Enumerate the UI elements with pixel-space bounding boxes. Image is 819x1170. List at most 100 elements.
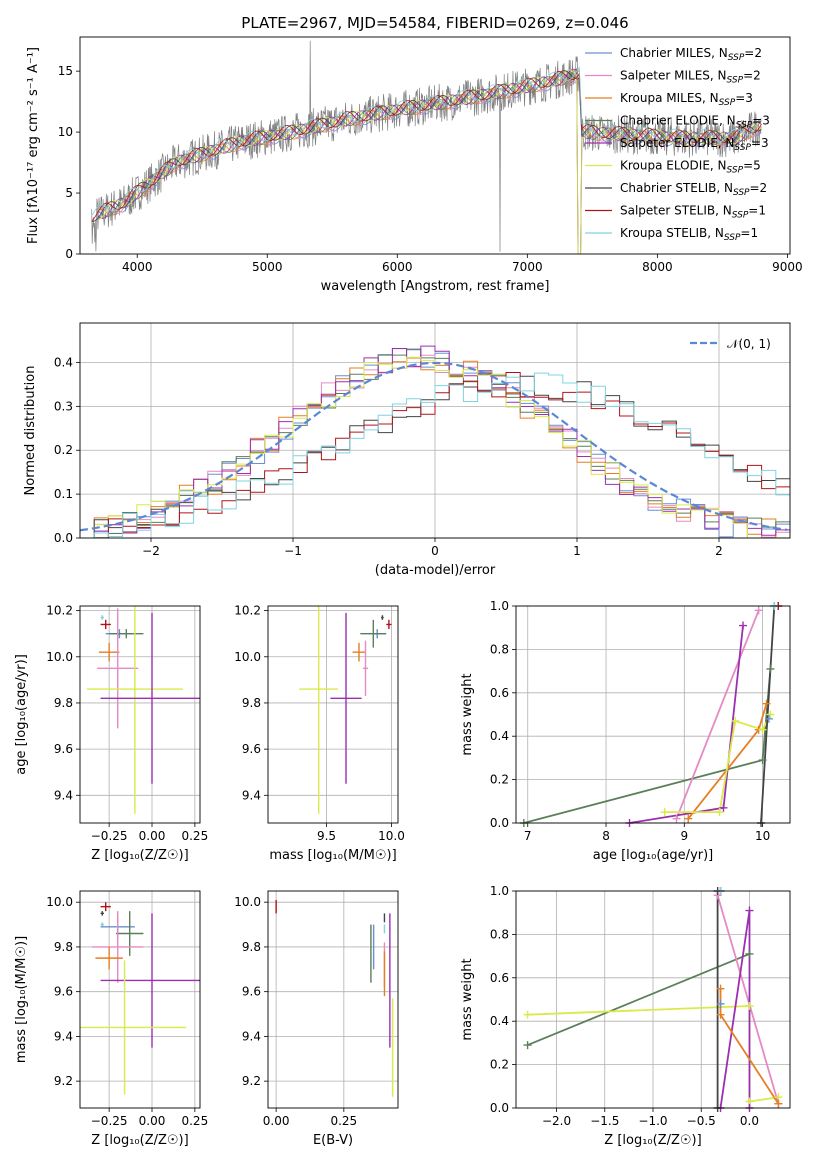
- kroupa_elodie-weight-marker: [745, 1002, 754, 1011]
- normal-curve: [80, 361, 788, 532]
- age_vs_Z-ytick-label: 10.0: [46, 650, 73, 664]
- residuals-xtick-label: −2: [142, 544, 160, 558]
- massweight_vs_age-plot: [523, 606, 776, 823]
- massweight_vs_Z-ytick-label: 0.8: [490, 927, 509, 941]
- salpeter_miles-legend-label: Salpeter MILES, NSSP=2: [620, 69, 761, 86]
- kroupa_elodie-weight-marker: [766, 710, 775, 719]
- mass_vs_Z-xtick-label: 0.00: [139, 1114, 166, 1128]
- mass_vs_ebv-xtick-label: 0.25: [330, 1114, 357, 1128]
- residuals-ytick-label: 0.3: [54, 399, 73, 413]
- spectrum-legend: Chabrier MILES, NSSP=2 Salpeter MILES, NS…: [585, 46, 770, 243]
- massweight_vs_age-ytick-label: 0.8: [490, 642, 509, 656]
- axes-frame: [79, 322, 791, 539]
- massweight_vs_Z-xtick-label: 0.0: [740, 1114, 759, 1128]
- chabrier_elodie-legend-label: Chabrier ELODIE, NSSP=3: [620, 114, 770, 131]
- kroupa_stelib-model-line: [91, 66, 762, 217]
- spectrum-xtick-label: 9000: [772, 260, 803, 274]
- age_vs_mass-ytick-label: 9.8: [242, 696, 261, 710]
- massweight_vs_age-ytick-label: 0.2: [490, 773, 509, 787]
- residuals-ytick-label: 0.2: [54, 443, 73, 457]
- residuals-ytick-label: 0.0: [54, 531, 73, 545]
- salpeter_miles-weight-marker: [672, 814, 681, 823]
- axes-frame: [79, 36, 791, 255]
- kroupa_elodie-legend-label: Kroupa ELODIE, NSSP=5: [620, 159, 761, 176]
- mass_vs_ebv-axes: 0.00 0.25 9.2 9.4 9.6 9.8 10.0 E(B-V): [234, 890, 399, 1148]
- age_vs_mass-axes: 9.5 10.0 9.4 9.6 9.8 10.0 10.2 mass [log₁₀(M/M☉…: [234, 604, 405, 863]
- massweight_vs_Z-xlabel: Z [log₁₀(Z/Z☉)]: [604, 1133, 701, 1148]
- salpeter_elodie-residual-hist: [80, 345, 790, 538]
- massweight_vs_age-xtick-label: 8: [602, 829, 610, 843]
- chabrier_elodie-weight-marker: [766, 664, 775, 673]
- massweight_vs_Z-ytick-label: 0.6: [490, 971, 509, 985]
- mass_vs_Z-xlabel: Z [log₁₀(Z/Z☉)]: [91, 1133, 188, 1148]
- kroupa_elodie-weight-marker: [758, 725, 767, 734]
- kroupa_elodie-weight-marker: [715, 808, 724, 817]
- massweight_vs_age-ytick-label: 0.4: [490, 729, 509, 743]
- massweight_vs_age-axes: 7 8 9 10 0.0 0.2 0.4 0.6 0.8 1.0 age [log₁₀(age/yr…: [460, 599, 791, 863]
- salpeter_elodie-weight-marker: [739, 621, 748, 630]
- spectrum-xtick-label: 6000: [382, 260, 413, 274]
- massweight_vs_age-xtick-label: 9: [680, 829, 688, 843]
- age_vs_Z-ytick-label: 10.2: [46, 604, 73, 618]
- chabrier_elodie-weight-line: [523, 668, 772, 823]
- residuals-plot: [80, 345, 790, 538]
- axes-frame: [515, 890, 791, 1109]
- residuals-xtick-label: 1: [573, 544, 581, 558]
- massweight_vs_Z-axes: −2.0 −1.5 −1.0 −0.5 0.0 0.0 0.2 0.4 0.6 0.8 1.0 Z […: [460, 884, 791, 1148]
- massweight_vs_Z-ylabel: mass weight: [460, 958, 475, 1040]
- kroupa_stelib-legend-label: Kroupa STELIB, NSSP=1: [620, 226, 758, 243]
- kroupa_elodie-weight-marker: [731, 717, 740, 726]
- chabrier_miles-weight-marker: [716, 999, 725, 1008]
- age_vs_Z-ytick-label: 9.8: [54, 696, 73, 710]
- mass_vs_ebv-xlabel: E(B-V): [313, 1133, 353, 1148]
- mass_vs_ebv-ytick-label: 9.8: [242, 940, 261, 954]
- chabrier_miles-legend-label: Chabrier MILES, NSSP=2: [620, 46, 762, 63]
- mass_vs_ebv-ytick-label: 9.6: [242, 985, 261, 999]
- age_vs_Z-ytick-label: 9.4: [54, 788, 73, 802]
- residuals-xlabel: (data-model)/error: [375, 563, 496, 578]
- age_vs_Z-xlabel: Z [log₁₀(Z/Z☉)]: [91, 848, 188, 863]
- kroupa_miles-weight-marker: [684, 814, 693, 823]
- age_vs_mass-plot: [299, 606, 392, 814]
- kroupa_miles-weight-marker: [716, 984, 725, 993]
- massweight_vs_age-xtick-label: 7: [524, 829, 532, 843]
- figure-title: PLATE=2967, MJD=54584, FIBERID=0269, z=0…: [241, 14, 628, 32]
- residuals-ytick-label: 0.1: [54, 487, 73, 501]
- kroupa_miles-weight-marker: [716, 1010, 725, 1019]
- mass_vs_Z-ytick-label: 9.4: [54, 1029, 73, 1043]
- residuals-xtick-label: 0: [431, 544, 439, 558]
- normal-legend-label: 𝒩(0, 1): [727, 337, 771, 351]
- age_vs_Z-ylabel: age [log₁₀(age/yr)]: [14, 654, 29, 775]
- age_vs_mass-ytick-label: 9.4: [242, 788, 261, 802]
- age_vs_Z-xtick-label: 0.25: [181, 829, 208, 843]
- salpeter_elodie-weight-line: [719, 910, 751, 1108]
- salpeter_miles-weight-marker: [754, 606, 763, 615]
- kroupa_miles-weight-marker: [762, 699, 771, 708]
- spectrum-xtick-label: 8000: [642, 260, 673, 274]
- age_vs_Z-plot: [86, 606, 200, 814]
- spectrum-xtick-label: 4000: [122, 260, 153, 274]
- spectrum-axes: 4000 5000 6000 7000 8000 9000 0 5 10 15 wavelength…: [26, 36, 803, 294]
- kroupa_elodie-weight-marker: [523, 1010, 532, 1019]
- age_vs_mass-ytick-label: 10.2: [234, 604, 261, 618]
- mass_vs_ebv-ytick-label: 9.2: [242, 1074, 261, 1088]
- mass_vs_Z-ytick-label: 9.8: [54, 940, 73, 954]
- salpeter_elodie-weight-marker: [745, 906, 754, 915]
- mass_vs_Z-plot: [80, 902, 200, 1095]
- age_vs_Z-xtick-label: 0.00: [139, 829, 166, 843]
- mass_vs_ebv-ytick-label: 9.4: [242, 1029, 261, 1043]
- spectrum-ytick-label: 0: [65, 247, 73, 261]
- chabrier_elodie-weight-marker: [523, 1041, 532, 1050]
- spectrum-ylabel: Flux [fλ10⁻¹⁷ erg cm⁻² s⁻¹ A⁻¹]: [26, 47, 41, 244]
- residuals-ylabel: Normed distribution: [23, 366, 38, 496]
- spectrum-xlabel: wavelength [Angstrom, rest frame]: [321, 279, 550, 294]
- chabrier_elodie-model-line: [97, 68, 762, 254]
- kroupa_elodie-weight-marker: [660, 808, 669, 817]
- axes-frame: [515, 605, 791, 824]
- massweight_vs_Z-xtick-label: −2.0: [542, 1114, 571, 1128]
- age_vs_mass-ytick-label: 10.0: [234, 650, 261, 664]
- kroupa_miles-weight-marker: [774, 1099, 783, 1108]
- age_vs_Z-axes: −0.25 0.00 0.25 9.4 9.6 9.8 10.0 10.2 Z [log₁₀(Z…: [14, 604, 208, 863]
- mass_vs_Z-xtick-label: 0.25: [181, 1114, 208, 1128]
